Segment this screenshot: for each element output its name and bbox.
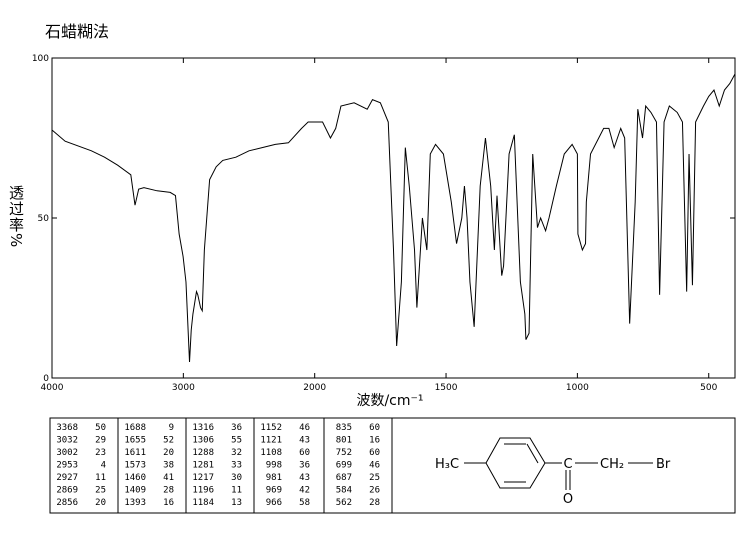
peak-wavenumber: 1288 (192, 448, 214, 458)
peak-wavenumber: 998 (266, 461, 282, 471)
peak-wavenumber: 584 (336, 486, 352, 496)
peak-wavenumber: 1281 (192, 461, 214, 471)
peak-wavenumber: 1409 (124, 486, 146, 496)
x-tick-label: 1000 (566, 383, 589, 393)
peak-wavenumber: 1121 (260, 436, 282, 446)
x-axis-label: 波数/cm⁻¹ (356, 393, 423, 409)
peak-wavenumber: 2856 (56, 498, 78, 508)
peak-wavenumber: 3002 (56, 448, 78, 458)
peak-wavenumber: 835 (336, 423, 352, 433)
peak-transmittance: 46 (299, 423, 310, 433)
peak-wavenumber: 1152 (260, 423, 282, 433)
peak-transmittance: 16 (163, 498, 174, 508)
peak-wavenumber: 699 (336, 461, 352, 471)
x-tick-label: 500 (700, 383, 717, 393)
peak-wavenumber: 1688 (124, 423, 146, 433)
peak-transmittance: 26 (369, 486, 380, 496)
peak-transmittance: 9 (169, 423, 174, 433)
peak-wavenumber: 1196 (192, 486, 214, 496)
peak-transmittance: 36 (299, 461, 310, 471)
peak-transmittance: 25 (95, 486, 106, 496)
peak-transmittance: 41 (163, 473, 174, 483)
structure (464, 437, 653, 490)
peak-transmittance: 4 (101, 461, 106, 471)
peak-transmittance: 36 (231, 423, 242, 433)
peak-transmittance: 38 (163, 461, 174, 471)
peak-transmittance: 28 (163, 486, 174, 496)
peak-wavenumber: 1217 (192, 473, 214, 483)
peak-wavenumber: 981 (266, 473, 282, 483)
peak-wavenumber: 1460 (124, 473, 146, 483)
peak-wavenumber: 1573 (124, 461, 146, 471)
atom-label: CH₂ (600, 457, 624, 472)
peak-transmittance: 29 (95, 436, 106, 446)
peak-transmittance: 55 (231, 436, 242, 446)
peak-wavenumber: 3032 (56, 436, 78, 446)
peak-wavenumber: 801 (336, 436, 352, 446)
peak-transmittance: 23 (95, 448, 106, 458)
x-tick-label: 3000 (172, 383, 195, 393)
peak-wavenumber: 562 (336, 498, 352, 508)
peak-wavenumber: 1306 (192, 436, 214, 446)
peak-wavenumber: 1393 (124, 498, 146, 508)
spectrum-line (51, 73, 736, 363)
peak-wavenumber: 1655 (124, 436, 146, 446)
peak-transmittance: 50 (95, 423, 106, 433)
peak-wavenumber: 1108 (260, 448, 282, 458)
peak-transmittance: 43 (299, 436, 310, 446)
peak-transmittance: 43 (299, 473, 310, 483)
x-tick-label: 4000 (41, 383, 64, 393)
peak-transmittance: 11 (231, 486, 242, 496)
bond (526, 443, 539, 464)
atom-label: H₃C (435, 457, 459, 472)
peak-transmittance: 46 (369, 461, 380, 471)
peak-transmittance: 60 (299, 448, 310, 458)
peak-transmittance: 16 (369, 436, 380, 446)
x-tick-label: 2000 (303, 383, 326, 393)
peak-wavenumber: 687 (336, 473, 352, 483)
peak-transmittance: 42 (299, 486, 310, 496)
atom-label: Br (656, 457, 671, 472)
peak-transmittance: 60 (369, 448, 380, 458)
peak-wavenumber: 2869 (56, 486, 78, 496)
peak-wavenumber: 3368 (56, 423, 78, 433)
peak-transmittance: 13 (231, 498, 242, 508)
peak-transmittance: 11 (95, 473, 106, 483)
peak-transmittance: 28 (369, 498, 380, 508)
peak-wavenumber: 969 (266, 486, 282, 496)
peak-wavenumber: 966 (266, 498, 282, 508)
peak-wavenumber: 752 (336, 448, 352, 458)
peak-transmittance: 20 (163, 448, 174, 458)
y-tick-label: 100 (32, 54, 49, 64)
benzene-ring (485, 437, 546, 489)
peak-transmittance: 60 (369, 423, 380, 433)
peak-wavenumber: 2953 (56, 461, 78, 471)
peak-wavenumber: 1611 (124, 448, 146, 458)
atom-label: C (563, 457, 572, 472)
y-tick-label: 0 (43, 374, 49, 384)
peak-wavenumber: 2927 (56, 473, 78, 483)
y-tick-label: 50 (38, 214, 50, 224)
peak-transmittance: 30 (231, 473, 242, 483)
y-axis-label: 透过率% (7, 185, 25, 249)
x-tick-label: 1500 (435, 383, 458, 393)
peak-transmittance: 58 (299, 498, 310, 508)
chart-title: 石蜡糊法 (45, 22, 109, 41)
peak-wavenumber: 1184 (192, 498, 214, 508)
peak-transmittance: 52 (163, 436, 174, 446)
peak-transmittance: 33 (231, 461, 242, 471)
peak-wavenumber: 1316 (192, 423, 214, 433)
atom-label: O (563, 492, 573, 507)
peak-transmittance: 25 (369, 473, 380, 483)
peak-transmittance: 32 (231, 448, 242, 458)
peak-transmittance: 20 (95, 498, 106, 508)
plot-frame (51, 57, 736, 379)
